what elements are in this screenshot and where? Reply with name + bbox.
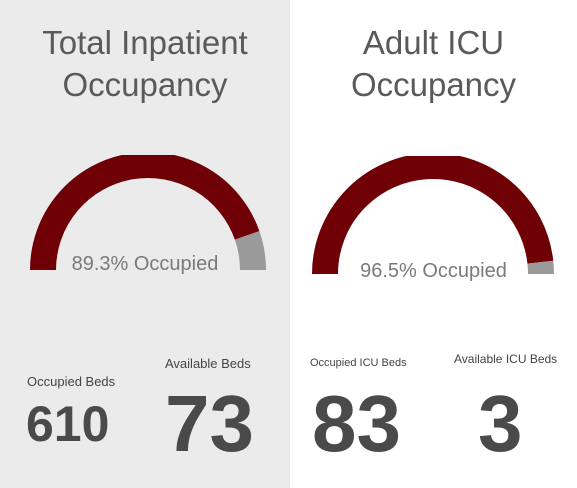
occupied-icu-beds-value: 83 [312, 379, 401, 468]
icu-occupancy-panel: Adult ICU Occupancy 96.5% Occupied Occup… [290, 0, 577, 488]
inpatient-title-line2: Occupancy [62, 66, 228, 103]
icu-title: Adult ICU Occupancy [290, 22, 577, 106]
icu-gauge-available-arc [527, 260, 554, 274]
icu-gauge [312, 156, 554, 274]
available-beds-label: Available Beds [165, 356, 251, 371]
inpatient-title: Total Inpatient Occupancy [0, 22, 290, 106]
inpatient-gauge [30, 155, 266, 270]
inpatient-occupied-percent: 89.3% Occupied [71, 253, 219, 275]
icu-gauge-occupied-arc [312, 156, 554, 274]
inpatient-occupancy-panel: Total Inpatient Occupancy 89.3% Occupied… [0, 0, 290, 488]
available-icu-beds-label: Available ICU Beds [454, 352, 558, 366]
occupied-beds-label: Occupied Beds [27, 374, 116, 389]
occupied-beds-value: 610 [26, 396, 110, 452]
inpatient-gauge-available-arc [234, 231, 266, 270]
icu-occupied-percent: 96.5% Occupied [360, 260, 507, 282]
available-beds-value: 73 [165, 379, 254, 468]
inpatient-gauge-occupied-arc [30, 155, 260, 270]
icu-title-line1: Adult ICU [362, 24, 505, 61]
occupied-icu-beds-label: Occupied ICU Beds [310, 357, 407, 369]
inpatient-title-line1: Total Inpatient [42, 24, 248, 61]
icu-title-line2: Occupancy [350, 66, 517, 103]
available-icu-beds-value: 3 [478, 379, 523, 468]
